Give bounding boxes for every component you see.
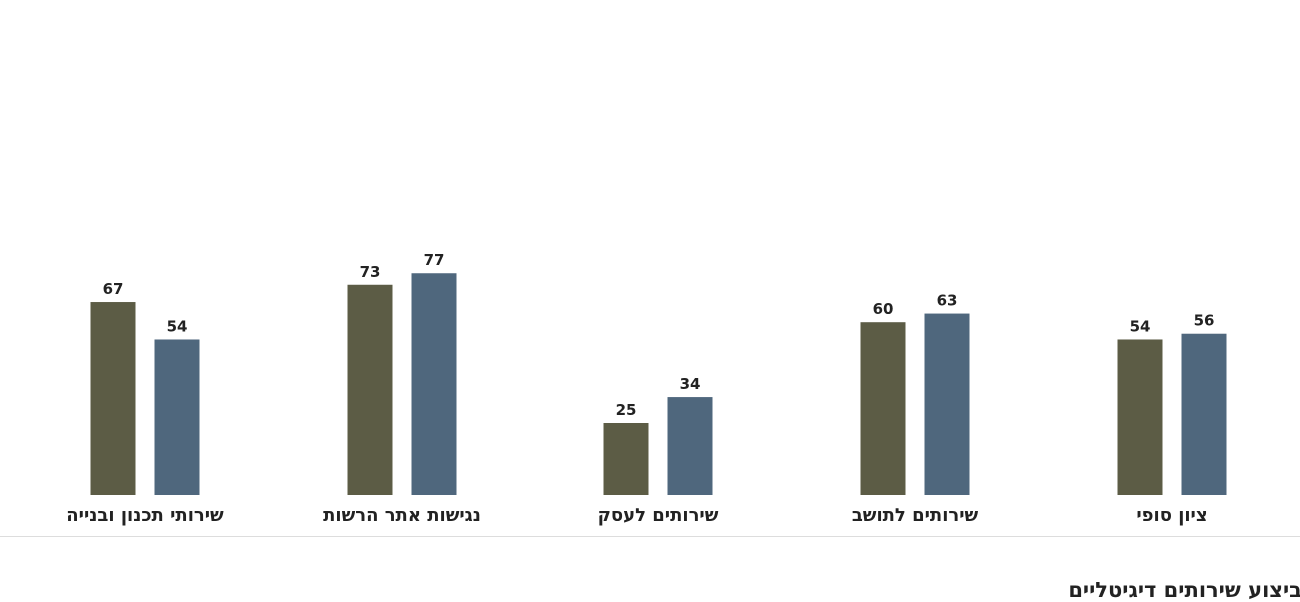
- bar: [347, 284, 393, 495]
- bar: [1117, 339, 1163, 495]
- bar-value-label: 73: [360, 263, 381, 281]
- bar-value-label: 63: [937, 292, 958, 310]
- bar-value-label: 54: [1130, 317, 1151, 335]
- bar-value-label: 60: [873, 300, 894, 318]
- bar: [667, 397, 713, 495]
- bar-value-label: 77: [424, 251, 445, 269]
- bar: [924, 313, 970, 495]
- category-label: ציון סופי: [1136, 505, 1207, 526]
- bar-value-label: 34: [680, 375, 701, 393]
- bar-chart: 54 56 ציון סופי 60 63 שירותים לתושב 25 34 שירותי…: [66, 251, 1227, 526]
- bar: [1181, 333, 1227, 495]
- category-label: נגישות אתר הרשות: [323, 505, 481, 526]
- bar-value-label: 25: [616, 401, 637, 419]
- bar: [860, 322, 906, 495]
- bar: [154, 339, 200, 495]
- bar-value-label: 54: [167, 317, 188, 335]
- section-heading: ביצוע שירותים דיגיטליים: [1068, 578, 1300, 602]
- bar-value-label: 67: [103, 280, 124, 298]
- category-label: שירותים לתושב: [852, 505, 979, 526]
- bar-value-label: 56: [1194, 312, 1215, 330]
- category-label: שירותי תכנון ובנייה: [66, 505, 224, 526]
- bar: [603, 423, 649, 495]
- bar: [411, 273, 457, 495]
- divider: [0, 536, 1300, 537]
- bar: [90, 302, 136, 495]
- category-label: שירותים לעסק: [598, 505, 719, 526]
